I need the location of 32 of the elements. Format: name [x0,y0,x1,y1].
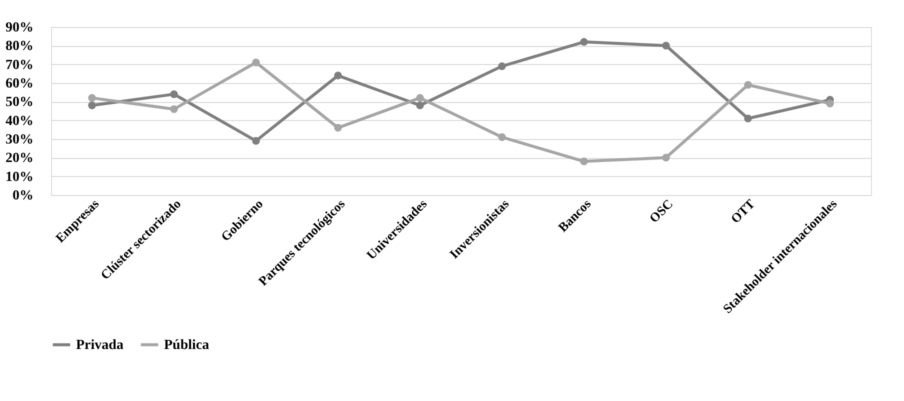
y-tick-label: 70% [6,58,34,73]
point [88,102,96,110]
y-tick-label: 0% [12,188,34,204]
y-tick-label: 40% [6,114,34,129]
point [744,81,752,89]
point [88,94,96,102]
point [416,102,424,110]
point [170,90,178,98]
point [252,137,260,145]
point [334,124,342,132]
y-tick-label: 10% [6,170,34,185]
point [170,105,178,113]
x-tick-label: OSC [646,196,676,226]
point [662,42,670,50]
point [826,100,834,108]
legend-label: Pública [164,338,210,353]
legend-label: Privada [76,338,124,353]
point [662,154,670,162]
y-tick-label: 20% [6,151,34,166]
y-tick-label: 90% [6,20,34,36]
point [252,58,260,66]
y-tick-label: 60% [6,76,34,92]
point [744,114,752,122]
y-tick-label: 80% [6,39,34,54]
point [334,72,342,80]
y-tick-label: 50% [6,95,34,110]
point [416,94,424,102]
point [580,158,588,166]
y-tick-label: 30% [6,132,34,148]
point [498,133,506,141]
point [580,38,588,46]
point [498,62,506,70]
